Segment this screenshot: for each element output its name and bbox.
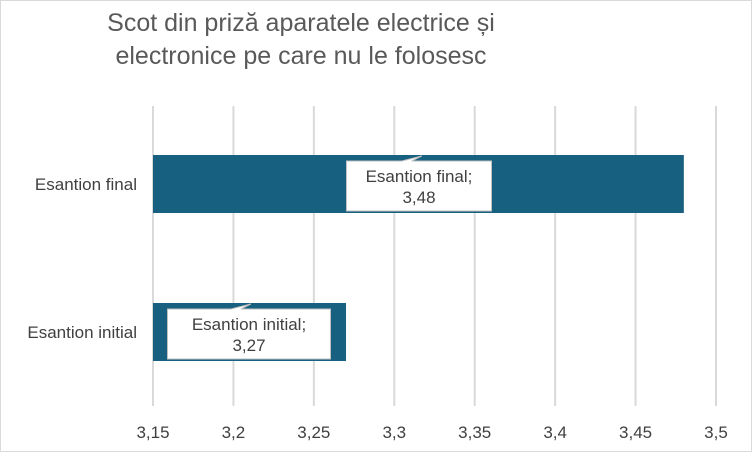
data-label-value: 3,27 xyxy=(232,336,265,355)
x-tick-label: 3,45 xyxy=(619,423,652,442)
x-tick-label: 3,15 xyxy=(136,423,169,442)
x-tick-label: 3,2 xyxy=(222,423,246,442)
category-label: Esantion final xyxy=(35,175,137,194)
data-label-value: 3,48 xyxy=(402,188,435,207)
data-label-callout xyxy=(167,303,331,360)
data-label-callout xyxy=(346,155,492,212)
data-label-category: Esantion final; xyxy=(366,167,473,186)
data-label-category: Esantion initial; xyxy=(192,315,306,334)
category-label: Esantion initial xyxy=(27,323,137,342)
chart-title-line-1: Scot din priză aparatele electrice și xyxy=(107,9,495,37)
chart-title-line-2: electronice pe care nu le folosesc xyxy=(115,42,487,70)
x-tick-label: 3,4 xyxy=(543,423,567,442)
x-tick-label: 3,35 xyxy=(458,423,491,442)
x-tick-label: 3,25 xyxy=(297,423,330,442)
x-tick-label: 3,3 xyxy=(382,423,406,442)
chart-title: Scot din priză aparatele electrice și el… xyxy=(41,7,561,73)
x-tick-label: 3,5 xyxy=(704,423,728,442)
